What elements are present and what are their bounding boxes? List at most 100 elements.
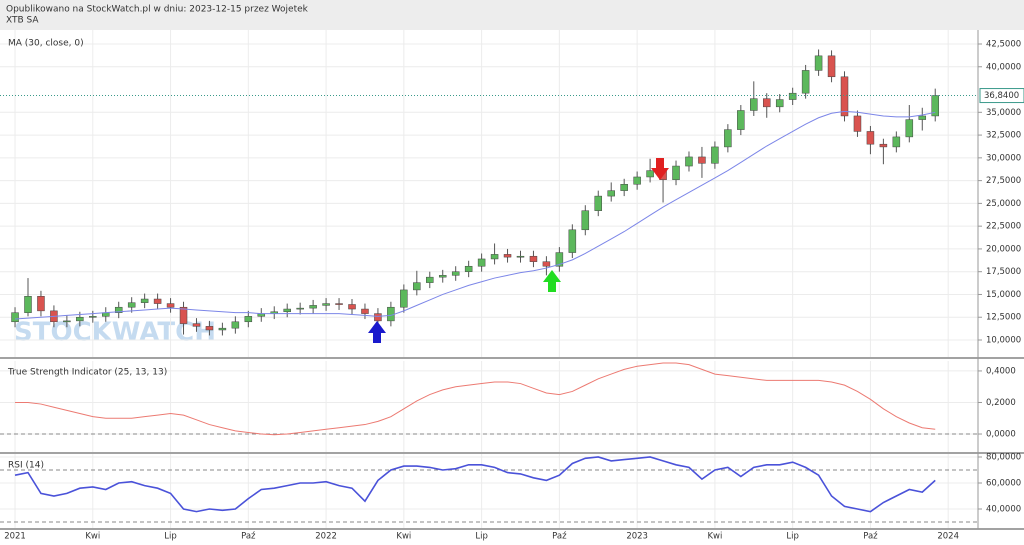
candle-body <box>322 303 330 306</box>
candle-body <box>918 115 927 120</box>
candle-body <box>685 156 693 167</box>
candle-body <box>477 258 486 267</box>
candle-body <box>426 276 434 283</box>
candle-body <box>490 254 499 260</box>
sell-arrow <box>651 158 669 180</box>
candle-body <box>348 304 356 310</box>
y-tick-label: 0,2000 <box>986 398 1016 408</box>
y-tick-label: 27,5000 <box>986 176 1021 186</box>
buy-arrow <box>543 270 561 292</box>
candle-body <box>866 131 875 145</box>
signal-arrows <box>368 158 669 343</box>
y-tick-label: 42,5000 <box>986 39 1021 49</box>
candle-body <box>581 210 590 231</box>
y-tick-label: 20,0000 <box>986 244 1021 254</box>
candle-body <box>335 303 343 305</box>
candle-body <box>179 306 188 324</box>
panel-label: True Strength Indicator (25, 13, 13) <box>7 368 167 378</box>
candle-body <box>374 313 382 322</box>
x-tick-label: Lip <box>475 532 488 542</box>
candle-body <box>633 176 641 185</box>
candle-body <box>218 327 227 331</box>
candle-body <box>37 296 45 312</box>
candle-body <box>438 275 447 278</box>
candle-body <box>737 110 745 130</box>
candle-body <box>11 312 19 323</box>
candle-body <box>400 289 408 308</box>
candle-body <box>205 326 214 331</box>
x-tick-label: 2022 <box>315 532 337 542</box>
candle-body <box>905 119 914 138</box>
candle-body <box>620 184 628 191</box>
candle-body <box>827 55 836 78</box>
y-tick-label: 30,0000 <box>986 153 1021 163</box>
candle-body <box>750 98 758 111</box>
candle-body <box>711 146 719 164</box>
y-tick-label: 60,0000 <box>986 479 1021 489</box>
candle-body <box>931 95 939 117</box>
candle-body <box>568 229 577 253</box>
last-price-box <box>979 88 1024 104</box>
candle-body <box>801 70 810 94</box>
candle-body <box>464 265 473 272</box>
x-tick-label: Lip <box>164 532 177 542</box>
x-tick-label: Paź <box>552 532 567 542</box>
candle-body <box>140 298 149 303</box>
x-tick-label: Kwi <box>85 532 100 542</box>
candle-body <box>775 99 784 108</box>
candle-body <box>840 76 849 117</box>
header-published: Opublikowano na StockWatch.pl w dniu: 20… <box>6 5 309 15</box>
candle-body <box>192 323 201 327</box>
y-tick-label: 10,0000 <box>986 336 1021 346</box>
candle-body <box>594 195 603 211</box>
x-tick-label: 2024 <box>937 532 959 542</box>
candle-body <box>853 115 862 132</box>
candle-body <box>413 282 421 291</box>
candle-body <box>127 302 136 308</box>
x-tick-label: Kwi <box>396 532 411 542</box>
buy-arrow <box>368 321 386 343</box>
candle-body <box>76 316 84 322</box>
candle-body <box>542 261 551 267</box>
y-tick-label: 25,0000 <box>986 199 1021 209</box>
last-price-label: 36,8400 <box>984 91 1019 101</box>
candle-body <box>724 129 732 148</box>
x-tick-label: 2023 <box>626 532 648 542</box>
candle-body <box>153 298 162 304</box>
y-tick-label: 40,0000 <box>986 62 1021 72</box>
candle-body <box>24 296 32 313</box>
y-tick-label: 17,5000 <box>986 267 1021 277</box>
panel-label: RSI (14) <box>8 461 44 471</box>
y-tick-label: 35,0000 <box>986 108 1021 118</box>
candle-body <box>788 92 797 100</box>
candle-body <box>698 156 706 164</box>
y-tick-label: 15,0000 <box>986 290 1021 300</box>
x-tick-label: Lip <box>786 532 799 542</box>
candle-body <box>879 143 888 148</box>
candle-body <box>309 305 317 309</box>
candle-body <box>296 307 304 310</box>
y-tick-label: 0,0000 <box>986 430 1016 440</box>
candle-body <box>672 165 680 180</box>
y-tick-label: 40,0000 <box>986 505 1021 515</box>
candle-body <box>451 271 460 276</box>
indicator-line <box>14 456 936 513</box>
y-tick-label: 80,0000 <box>986 452 1021 462</box>
candle-body <box>361 308 369 314</box>
candle-body <box>503 254 512 258</box>
candle-body <box>762 98 771 108</box>
y-tick-label: 0,4000 <box>986 366 1016 376</box>
candle-body <box>244 316 253 323</box>
indicator-line <box>15 362 936 436</box>
y-tick-label: 22,5000 <box>986 222 1021 232</box>
candle-body <box>529 255 538 262</box>
x-tick-label: Paź <box>863 532 878 542</box>
candle-body <box>555 252 564 267</box>
x-tick-label: Kwi <box>707 532 722 542</box>
header-bar <box>0 0 1024 30</box>
candle-body <box>892 136 901 148</box>
header-symbol: XTB SA <box>6 16 39 26</box>
candle-body <box>114 306 123 313</box>
candle-body <box>283 308 291 313</box>
